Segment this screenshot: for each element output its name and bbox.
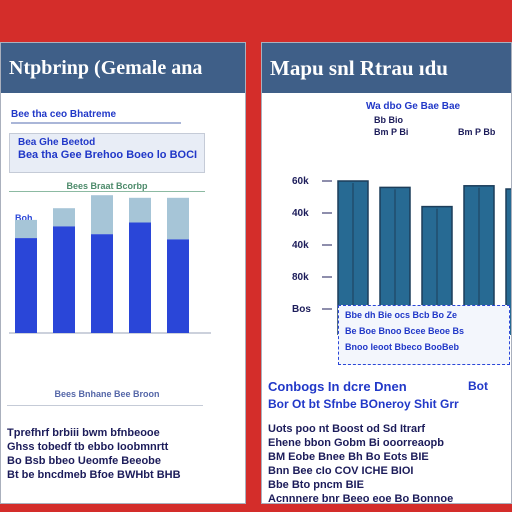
table-row: Bbe dh Bie ocs Bcb Bo Ze [345,310,458,320]
right-note-line: Uots poo nt Boost od Sd Itrarf [268,423,426,435]
left-note-line: Bt be bncdmeb Bfoe BWHbt BHB [7,469,181,481]
right-table: Bbe dh Bie ocs Bcb Bo Ze Be Boe Bnoo Bce… [338,305,510,365]
right-note-line: Bbe Bto pncm BIE [268,479,364,491]
table-row: Be Boe Bnoo Bcee Beoe Bs [345,326,465,336]
right-notes: Uots poo nt Boost od Sd Itrarf Ehene bbo… [268,421,510,504]
left-notes: Tprefhrf brbiii bwm bfnbeooe Ghss tobedf… [7,425,243,483]
left-note-line: Ghss tobedf tb ebbo Ioobmnrtt [7,441,169,453]
left-bar [129,222,151,333]
right-chart-title: Wa dbo Ge Bae Bae [366,101,461,112]
left-bar-chart [9,195,211,334]
right-info-heading-2: Bor Ot bt Sfnbe BOneroy Shit Grr [268,397,459,411]
right-bar [505,188,511,335]
right-y-tick-label: 60k [292,176,309,187]
left-ylabel: Boh [15,213,33,223]
right-note-line: Ehene bbon Gobm Bi ooorreaopb [268,437,444,449]
right-y-tick-label: Bos [292,304,311,315]
right-note-line: Bnn Bee cIo COV ICHE BIOI [268,465,414,477]
left-bar [167,239,189,333]
left-chart-header-box: Bea Ghe Beetod Bea tha Gee Brehoo Boeo l… [9,133,205,173]
left-subtitle: Bea tha Gee Brehoo Boeo lo BOCI [18,149,198,161]
right-note-line: BM Eobe Bnee Bh Bo Eots BIE [268,451,429,463]
left-bar-cap [15,219,37,239]
left-divider [7,405,203,406]
right-info-heading-1: Conbogs In dcre Dnen [268,379,407,394]
right-note-line: Acnnnere bnr Beeo eoe Bo Bonnoe [268,493,454,504]
right-y-tick-label: 80k [292,272,309,283]
left-bar-cap [167,197,189,240]
right-panel: Mapu snl Rtrau ıdu Wa dbo Ge Bae Bae Bm … [261,42,512,504]
left-note-line: Tprefhrf brbiii bwm bfnbeooe [7,427,160,439]
left-bar [53,226,75,333]
table-row: Bnoo Ieoot Bbeco BooBeb [345,342,459,352]
left-header-text: Bee tha ceo Bhatreme [11,109,181,124]
left-footer-caption: Bees Bnhane Bee Broon [54,389,160,399]
right-panel-title: Mapu snl Rtrau ıdu [262,43,511,93]
left-panel-title: Ntpbrinp (Gemale ana [1,43,245,93]
right-chart-sublabel: Bm P Bi [374,127,409,137]
left-bar [91,234,113,333]
right-bar-chart: 60k40k40k80kBosEr [292,176,511,335]
left-bar [15,238,37,333]
left-bar-cap [129,197,151,223]
right-y-tick-label: 40k [292,208,309,219]
left-note-line: Bo Bsb bbeo Ueomfe Beeobe [7,455,162,467]
right-info-heading-side: Bot [468,379,488,393]
right-y-tick-label: 40k [292,240,309,251]
left-legend-text: Bees Braat Bcorbp [9,181,205,192]
top-red-bar [0,0,512,40]
left-bar-cap [53,208,75,227]
left-bar-cap [91,195,113,235]
left-panel: Ntpbrinp (Gemale ana Bee tha ceo Bhatrem… [0,42,246,504]
right-chart-sublabel: Bm P Bb [458,127,496,137]
right-chart-sublabel: Bb Bio [374,115,403,125]
left-subheading: Bea Ghe Beetod [18,137,96,148]
